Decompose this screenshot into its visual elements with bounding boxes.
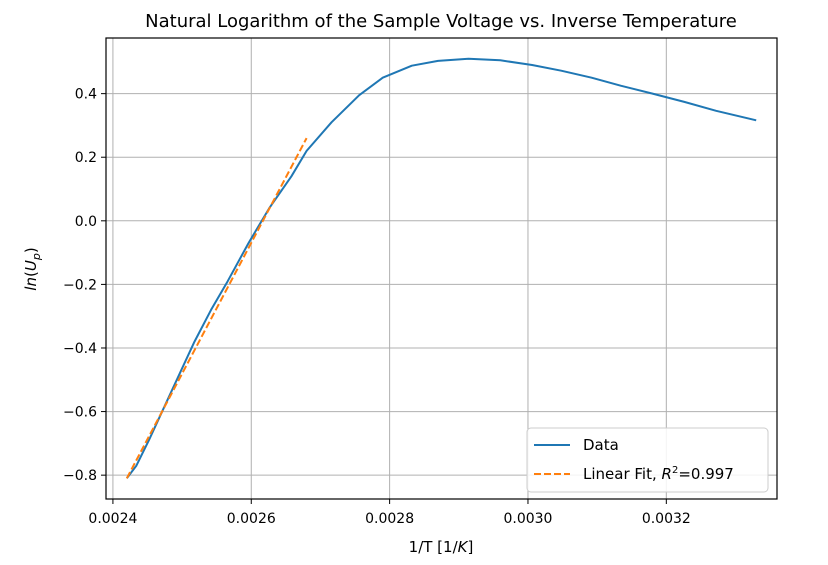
- plot-frame: [105, 37, 778, 500]
- x-tick-label: 0.0028: [365, 511, 414, 527]
- y-tick-label: −0.6: [63, 405, 97, 421]
- y-axis-label: ln(Up): [22, 247, 43, 290]
- legend: Data Linear Fit, R2=0.997: [526, 427, 769, 493]
- y-tick-label: −0.2: [63, 277, 97, 293]
- grid: [106, 38, 777, 499]
- y-tick-label: 0.0: [75, 214, 97, 230]
- legend-label-fit: Linear Fit, R2=0.997: [583, 465, 734, 483]
- linear-fit-line: [125, 137, 308, 479]
- legend-box: [526, 427, 769, 493]
- y-tick-label: −0.4: [63, 341, 97, 357]
- x-tick-label: 0.0030: [503, 511, 552, 527]
- y-tick-label: 0.4: [75, 87, 97, 103]
- x-tick-label: 0.0032: [642, 511, 691, 527]
- x-tick-label: 0.0026: [227, 511, 276, 527]
- x-tick-label: 0.0024: [88, 511, 137, 527]
- plot-series: [125, 57, 757, 479]
- data-series-line: [126, 57, 757, 479]
- legend-label-data: Data: [583, 436, 619, 454]
- y-tick-label: −0.8: [63, 468, 97, 484]
- x-axis-label: 1/T [1/K]: [409, 538, 474, 556]
- y-tick-label: 0.2: [75, 150, 97, 166]
- chart-title: Natural Logarithm of the Sample Voltage …: [145, 11, 737, 32]
- axis-ticks: 0.0024 0.0026 0.0028 0.0030 0.0032 −0.8 −0.6 −0…: [63, 87, 691, 527]
